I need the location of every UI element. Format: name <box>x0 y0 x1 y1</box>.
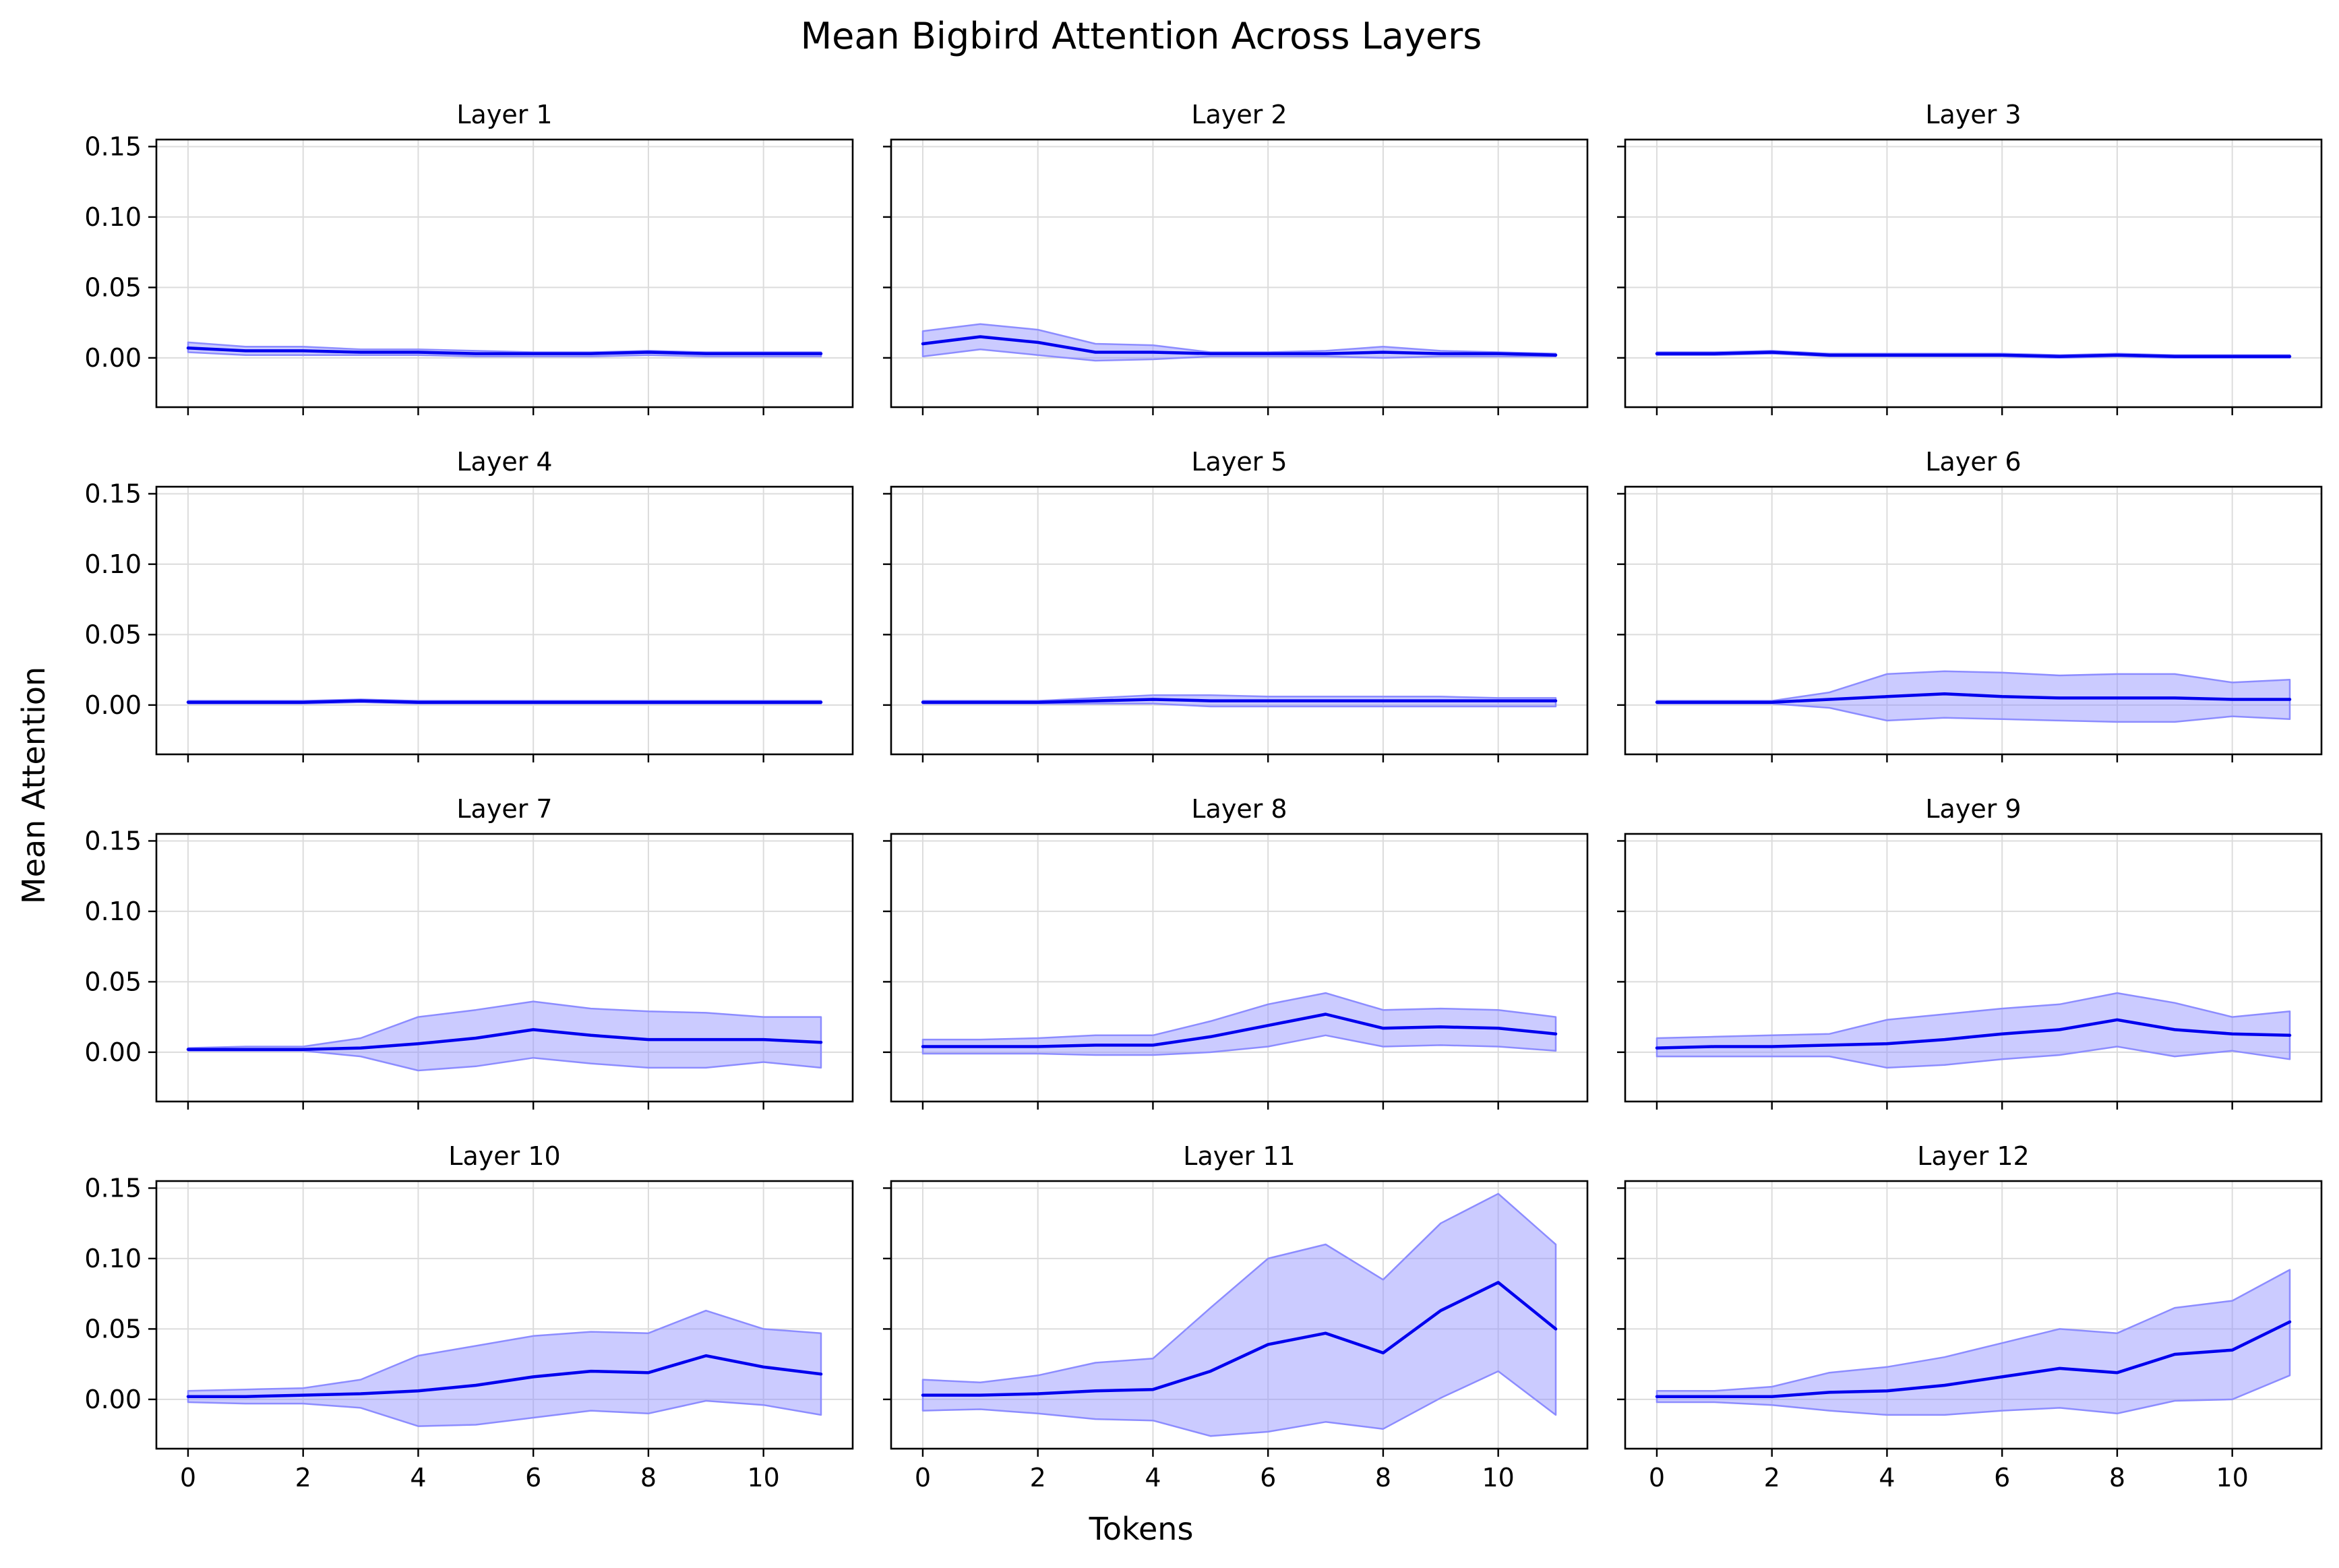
axes-frame <box>890 1180 1589 1450</box>
x-tick-label: 2 <box>1030 1463 1046 1492</box>
y-tick-label: 0.10 <box>84 897 142 926</box>
x-tick-label: 0 <box>1649 1463 1665 1492</box>
x-tick-label: 10 <box>747 1463 779 1492</box>
subplot-layer-8: Layer 8 <box>883 794 1589 1110</box>
x-tick-label: 0 <box>180 1463 196 1492</box>
axes-frame <box>1624 138 2323 409</box>
mean-line <box>1655 692 2292 704</box>
subplot-layer-7: Layer 7 0.00 0.05 0.10 0.15 <box>84 794 854 1110</box>
subplot-grid: Layer 1 0.00 0.05 0.10 0.15 Layer 2 Layer 3 Lay… <box>84 100 2323 1492</box>
subplot-title: Layer 2 <box>1191 100 1287 129</box>
std-band <box>921 1193 1557 1437</box>
subplot-layer-10: Layer 10 0.00 0.05 0.10 0.15 0 2 4 6 8 10 <box>84 1141 854 1492</box>
subplot-layer-6: Layer 6 <box>1617 447 2323 762</box>
subplot-title: Layer 10 <box>448 1141 560 1171</box>
mean-line <box>186 1028 823 1051</box>
y-axis-label: Mean Attention <box>16 667 52 904</box>
axes-frame <box>1624 1180 2323 1450</box>
axes-frame <box>890 833 1589 1103</box>
mean-line <box>921 335 1558 357</box>
subplot-title: Layer 5 <box>1191 447 1287 477</box>
subplot-layer-4: Layer 4 0.00 0.05 0.10 0.15 <box>84 447 854 762</box>
mean-line <box>1655 1320 2292 1398</box>
subplot-title: Layer 8 <box>1191 794 1287 824</box>
subplot-title: Layer 3 <box>1925 100 2021 129</box>
y-tick-label: 0.00 <box>84 690 142 720</box>
axes-frame <box>1624 485 2323 756</box>
subplot-layer-3: Layer 3 <box>1617 100 2323 415</box>
y-tick-label: 0.05 <box>84 967 142 996</box>
x-tick-label: 6 <box>1260 1463 1276 1492</box>
y-tick-label: 0.05 <box>84 1314 142 1344</box>
x-tick-label: 6 <box>1994 1463 2010 1492</box>
axes-frame <box>890 138 1589 409</box>
x-tick-label: 10 <box>2216 1463 2248 1492</box>
y-tick-label: 0.15 <box>84 479 142 508</box>
subplot-title: Layer 4 <box>456 447 552 477</box>
x-tick-label: 8 <box>1375 1463 1391 1492</box>
x-tick-label: 2 <box>1764 1463 1780 1492</box>
axes-frame <box>1624 833 2323 1103</box>
mean-line <box>1655 1018 2292 1050</box>
subplot-layer-9: Layer 9 <box>1617 794 2323 1110</box>
x-tick-label: 4 <box>410 1463 426 1492</box>
y-tick-label: 0.15 <box>84 131 142 161</box>
axes-frame <box>155 1180 854 1450</box>
std-band <box>921 992 1557 1056</box>
subplot-title: Layer 7 <box>456 794 552 824</box>
y-tick-label: 0.15 <box>84 826 142 855</box>
x-tick-label: 6 <box>525 1463 541 1492</box>
mean-line <box>186 346 823 355</box>
std-band <box>1655 992 2291 1069</box>
mean-line <box>921 698 1558 704</box>
figure-title: Mean Bigbird Attention Across Layers <box>801 15 1482 57</box>
subplot-title: Layer 12 <box>1917 1141 2029 1171</box>
x-tick-label: 8 <box>640 1463 657 1492</box>
mean-line <box>1655 351 2292 359</box>
y-tick-label: 0.10 <box>84 202 142 232</box>
x-tick-label: 8 <box>2109 1463 2125 1492</box>
subplot-title: Layer 6 <box>1925 447 2021 477</box>
y-tick-label: 0.15 <box>84 1173 142 1203</box>
y-tick-label: 0.10 <box>84 549 142 579</box>
y-tick-label: 0.00 <box>84 343 142 373</box>
x-axis-label: Tokens <box>1089 1511 1194 1547</box>
subplot-title: Layer 11 <box>1183 1141 1295 1171</box>
mean-line <box>186 1354 823 1398</box>
y-tick-label: 0.00 <box>84 1385 142 1414</box>
y-tick-label: 0.05 <box>84 272 142 302</box>
std-band <box>187 1000 822 1072</box>
y-tick-label: 0.10 <box>84 1244 142 1273</box>
x-tick-label: 2 <box>295 1463 311 1492</box>
subplot-layer-11: Layer 11 0 2 4 6 8 10 <box>883 1141 1589 1492</box>
subplot-layer-1: Layer 1 0.00 0.05 0.10 0.15 <box>84 100 854 415</box>
std-band <box>187 1309 822 1427</box>
axes-frame <box>155 485 854 756</box>
x-tick-label: 0 <box>915 1463 931 1492</box>
mean-line <box>921 1281 1558 1397</box>
axes-frame <box>890 485 1589 756</box>
mean-line <box>186 699 823 704</box>
subplot-layer-5: Layer 5 <box>883 447 1589 762</box>
axes-frame <box>155 833 854 1103</box>
x-tick-label: 4 <box>1879 1463 1895 1492</box>
x-tick-label: 10 <box>1482 1463 1514 1492</box>
subplot-title: Layer 9 <box>1925 794 2021 824</box>
y-tick-label: 0.05 <box>84 620 142 649</box>
subplot-title: Layer 1 <box>456 100 552 129</box>
axes-frame <box>155 138 854 409</box>
subplot-layer-12: Layer 12 0 2 4 6 8 10 <box>1617 1141 2323 1492</box>
subplot-layer-2: Layer 2 <box>883 100 1589 415</box>
std-band <box>1655 1269 2291 1416</box>
x-tick-label: 4 <box>1145 1463 1161 1492</box>
y-tick-label: 0.00 <box>84 1037 142 1067</box>
mean-line <box>921 1013 1558 1048</box>
